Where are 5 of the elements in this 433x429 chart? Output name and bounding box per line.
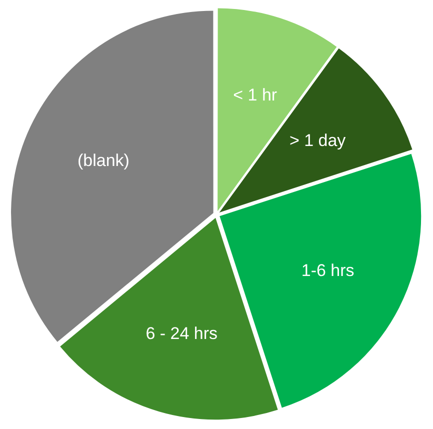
slice-label: 1-6 hrs <box>301 260 354 280</box>
slice-label: 6 - 24 hrs <box>146 324 218 344</box>
slice-label: (blank) <box>77 150 130 170</box>
slice-label: < 1 hr <box>233 85 278 104</box>
slice-label: > 1 day <box>289 130 346 150</box>
